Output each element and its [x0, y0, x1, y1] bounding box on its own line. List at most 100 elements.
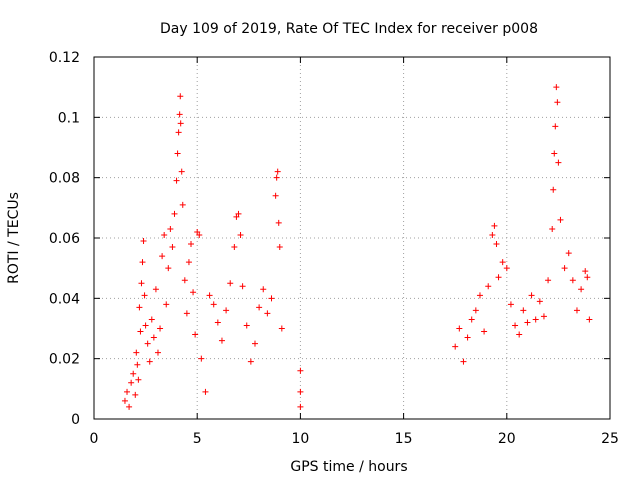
data-point [555, 159, 562, 166]
data-point [178, 168, 185, 175]
data-point [549, 225, 556, 232]
data-point [139, 259, 146, 266]
data-point [251, 340, 258, 347]
data-point [130, 370, 137, 377]
x-tick-label: 5 [193, 431, 202, 447]
data-point [165, 265, 172, 272]
data-point [206, 292, 213, 299]
data-point [264, 310, 271, 317]
y-tick-label: 0.04 [49, 291, 80, 307]
data-point [493, 241, 500, 248]
data-point [163, 301, 170, 308]
data-point [174, 150, 181, 157]
data-point [173, 177, 180, 184]
data-point [141, 292, 148, 299]
data-point [192, 331, 199, 338]
data-point [133, 349, 140, 356]
data-point [142, 322, 149, 329]
x-tick-label: 20 [498, 431, 516, 447]
data-point [452, 343, 459, 350]
data-point [468, 316, 475, 323]
data-point [138, 280, 145, 287]
data-point [578, 286, 585, 293]
data-point [297, 388, 304, 395]
data-point [146, 358, 153, 365]
data-point [460, 358, 467, 365]
data-point [247, 358, 254, 365]
data-point [278, 325, 285, 332]
data-point [272, 192, 279, 199]
data-point [499, 259, 506, 266]
x-tick-label: 10 [291, 431, 309, 447]
data-point [472, 307, 479, 314]
data-point [489, 231, 496, 238]
data-point [557, 216, 564, 223]
grid [94, 57, 610, 419]
data-point [235, 210, 242, 217]
data-point [135, 376, 142, 383]
data-point [137, 328, 144, 335]
data-point [512, 322, 519, 329]
data-point [528, 292, 535, 299]
data-point [260, 286, 267, 293]
data-point [275, 219, 282, 226]
data-point [134, 361, 141, 368]
data-point [297, 367, 304, 374]
data-point [126, 403, 133, 410]
data-point [140, 238, 147, 245]
data-point [154, 349, 161, 356]
data-point [124, 388, 131, 395]
data-point [196, 231, 203, 238]
x-axis-label: GPS time / hours [290, 459, 407, 475]
data-point [276, 244, 283, 251]
data-point [177, 120, 184, 127]
data-point [202, 388, 209, 395]
x-tick-label: 15 [395, 431, 413, 447]
data-point [297, 403, 304, 410]
data-point [159, 253, 166, 260]
data-point [183, 310, 190, 317]
data-point [227, 280, 234, 287]
data-point [161, 231, 168, 238]
data-point [481, 328, 488, 335]
data-point [144, 340, 151, 347]
data-point [524, 319, 531, 326]
y-tick-label: 0.1 [58, 110, 80, 126]
data-point [456, 325, 463, 332]
data-point [231, 244, 238, 251]
data-point [233, 213, 240, 220]
plot-frame [93, 56, 611, 420]
data-point [167, 225, 174, 232]
data-point [218, 337, 225, 344]
data-point [177, 93, 184, 100]
data-point [128, 379, 135, 386]
x-tick-label: 0 [90, 431, 99, 447]
data-point [169, 244, 176, 251]
data-point [121, 397, 128, 404]
data-point [545, 277, 552, 284]
tick-labels: 0 5 10 15 20 25 0 0.02 0.04 0.06 0.08 0.1 0.12 [49, 50, 619, 447]
data-point [476, 292, 483, 299]
data-point [586, 316, 593, 323]
data-point [190, 289, 197, 296]
axes [93, 56, 611, 420]
data-point [175, 129, 182, 136]
data-point [274, 168, 281, 175]
data-point [176, 111, 183, 118]
data-point [268, 295, 275, 302]
data-point [273, 174, 280, 181]
data-point [536, 298, 543, 305]
chart-title: Day 109 of 2019, Rate Of TEC Index for r… [160, 21, 538, 37]
data-point [573, 307, 580, 314]
data-point [150, 334, 157, 341]
data-point [553, 84, 560, 91]
data-point [495, 274, 502, 281]
y-tick-label: 0.12 [49, 50, 80, 66]
data-point [210, 301, 217, 308]
data-point [491, 222, 498, 229]
data-point [550, 186, 557, 193]
data-point [198, 355, 205, 362]
data-point [540, 313, 547, 320]
y-tick-label: 0.02 [49, 352, 80, 368]
